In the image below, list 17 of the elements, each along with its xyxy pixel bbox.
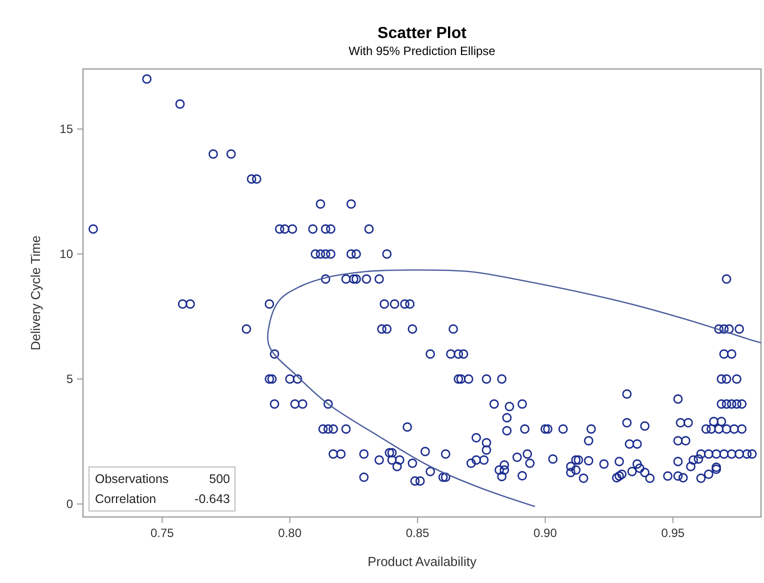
y-axis-title: Delivery Cycle Time xyxy=(28,236,43,350)
x-tick-label: 0.75 xyxy=(150,526,174,540)
y-tick-label: 5 xyxy=(66,372,74,386)
annotation: 500 xyxy=(209,472,230,486)
y-tick-label: 10 xyxy=(60,247,74,261)
annotation: -0.643 xyxy=(194,492,230,506)
x-tick-label: 0.95 xyxy=(661,526,685,540)
x-tick-label: 0.80 xyxy=(278,526,302,540)
y-tick-label: 15 xyxy=(60,122,74,136)
chart-title: Scatter Plot xyxy=(378,25,468,42)
annotation: Correlation xyxy=(95,492,156,506)
x-tick-label: 0.90 xyxy=(534,526,558,540)
x-tick-label: 0.85 xyxy=(406,526,430,540)
y-tick-label: 0 xyxy=(66,497,74,511)
x-axis-title: Product Availability xyxy=(368,554,477,569)
annotation: Observations xyxy=(95,472,169,486)
chart-subtitle: With 95% Prediction Ellipse xyxy=(348,44,496,58)
